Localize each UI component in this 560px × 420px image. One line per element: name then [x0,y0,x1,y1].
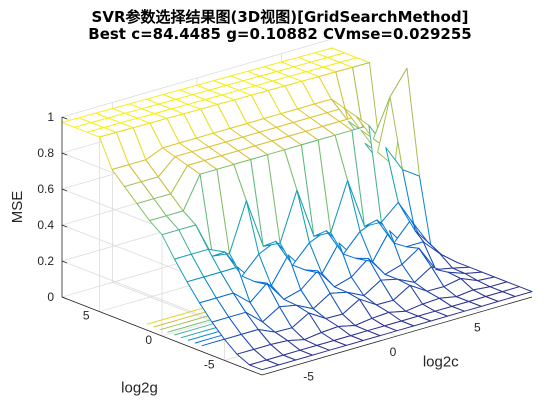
z-tick [61,260,68,264]
x-axis-line [261,296,533,376]
x-tick-label: -5 [303,369,314,383]
z-tick-label: 0 [47,290,54,304]
y-tick-label: 0 [145,333,152,347]
z-tick-label: 0.6 [37,182,54,196]
z-tick-label: 0.4 [37,218,54,232]
x-axis-label: log2c [423,353,459,370]
z-tick [61,188,68,192]
z-axis-label: MSE [9,191,26,224]
z-tick [61,152,68,156]
chart-title: SVR参数选择结果图(3D视图)[GridSearchMethod] [91,8,469,26]
y-axis-line [61,296,263,376]
surface-cell [502,286,533,297]
z-tick [61,296,68,300]
z-tick-label: 0.2 [37,254,54,268]
y-tick-label: 5 [83,309,90,323]
chart-subtitle: Best c=84.4485 g=0.10882 CVmse=0.029255 [88,25,472,43]
y-tick-label: -5 [204,357,215,371]
z-tick [61,224,68,228]
mesh-surface [61,47,533,371]
y-axis-label: log2g [121,380,158,397]
tick-labels: 0 0.2 0.4 0.6 0.8 1 -5 0 5 -5 0 5 [37,110,481,383]
axes [61,117,533,376]
x-tick-label: 0 [390,345,397,359]
x-tick-label: 5 [474,321,481,335]
z-tick-label: 1 [47,110,54,124]
z-tick-label: 0.8 [37,146,54,160]
z-tick [61,116,68,120]
